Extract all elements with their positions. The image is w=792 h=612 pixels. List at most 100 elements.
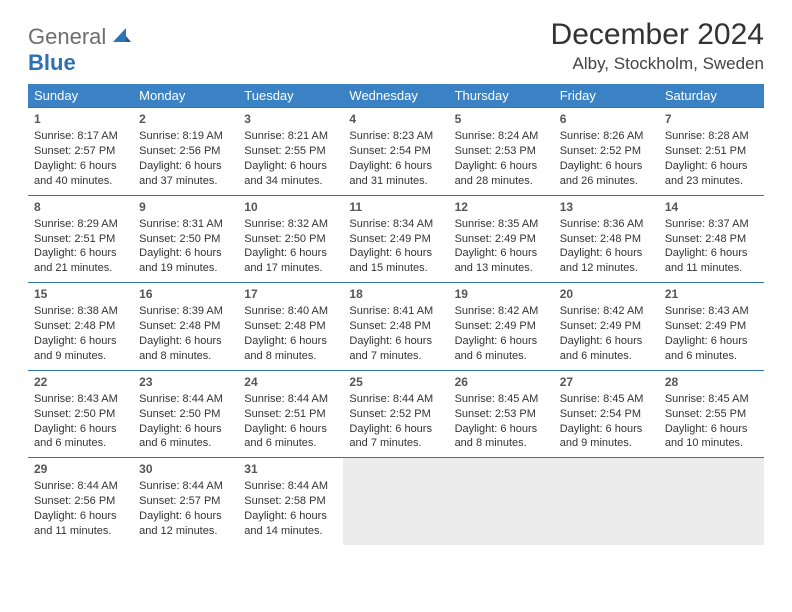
sunrise-text: Sunrise: 8:24 AM [455, 129, 548, 144]
sunrise-text: Sunrise: 8:44 AM [139, 392, 232, 407]
calendar-cell: 3Sunrise: 8:21 AMSunset: 2:55 PMDaylight… [238, 108, 343, 196]
sunrise-text: Sunrise: 8:45 AM [665, 392, 758, 407]
day-number: 6 [560, 111, 653, 127]
calendar-row: 1Sunrise: 8:17 AMSunset: 2:57 PMDaylight… [28, 108, 764, 196]
calendar-cell: 6Sunrise: 8:26 AMSunset: 2:52 PMDaylight… [554, 108, 659, 196]
daylight-text: and 6 minutes. [665, 349, 758, 364]
daylight-text: and 26 minutes. [560, 174, 653, 189]
calendar-cell-empty [554, 458, 659, 545]
sunrise-text: Sunrise: 8:44 AM [139, 479, 232, 494]
day-number: 14 [665, 199, 758, 215]
day-number: 28 [665, 374, 758, 390]
calendar-row: 22Sunrise: 8:43 AMSunset: 2:50 PMDayligh… [28, 370, 764, 458]
sunset-text: Sunset: 2:55 PM [665, 407, 758, 422]
daylight-text: and 6 minutes. [560, 349, 653, 364]
calendar-cell: 29Sunrise: 8:44 AMSunset: 2:56 PMDayligh… [28, 458, 133, 545]
sunset-text: Sunset: 2:51 PM [665, 144, 758, 159]
calendar-cell: 8Sunrise: 8:29 AMSunset: 2:51 PMDaylight… [28, 195, 133, 283]
daylight-text: and 12 minutes. [560, 261, 653, 276]
daylight-text: Daylight: 6 hours [349, 334, 442, 349]
daylight-text: Daylight: 6 hours [560, 246, 653, 261]
logo-word-2: Blue [28, 50, 76, 75]
calendar-row: 15Sunrise: 8:38 AMSunset: 2:48 PMDayligh… [28, 283, 764, 371]
daylight-text: and 6 minutes. [139, 436, 232, 451]
daylight-text: and 8 minutes. [455, 436, 548, 451]
sunrise-text: Sunrise: 8:44 AM [34, 479, 127, 494]
sunrise-text: Sunrise: 8:44 AM [244, 392, 337, 407]
daylight-text: and 34 minutes. [244, 174, 337, 189]
day-header: Wednesday [343, 84, 448, 108]
sunrise-text: Sunrise: 8:29 AM [34, 217, 127, 232]
daylight-text: and 6 minutes. [455, 349, 548, 364]
daylight-text: Daylight: 6 hours [455, 422, 548, 437]
day-number: 24 [244, 374, 337, 390]
day-number: 17 [244, 286, 337, 302]
sunrise-text: Sunrise: 8:42 AM [560, 304, 653, 319]
daylight-text: Daylight: 6 hours [34, 246, 127, 261]
sunset-text: Sunset: 2:57 PM [139, 494, 232, 509]
sunrise-text: Sunrise: 8:45 AM [455, 392, 548, 407]
calendar-cell: 15Sunrise: 8:38 AMSunset: 2:48 PMDayligh… [28, 283, 133, 371]
day-number: 23 [139, 374, 232, 390]
calendar-cell: 17Sunrise: 8:40 AMSunset: 2:48 PMDayligh… [238, 283, 343, 371]
sunrise-text: Sunrise: 8:43 AM [34, 392, 127, 407]
sunrise-text: Sunrise: 8:31 AM [139, 217, 232, 232]
sunset-text: Sunset: 2:48 PM [665, 232, 758, 247]
daylight-text: and 12 minutes. [139, 524, 232, 539]
daylight-text: and 11 minutes. [34, 524, 127, 539]
sunrise-text: Sunrise: 8:42 AM [455, 304, 548, 319]
sunset-text: Sunset: 2:56 PM [34, 494, 127, 509]
sunrise-text: Sunrise: 8:45 AM [560, 392, 653, 407]
sunset-text: Sunset: 2:48 PM [139, 319, 232, 334]
calendar-cell: 22Sunrise: 8:43 AMSunset: 2:50 PMDayligh… [28, 370, 133, 458]
calendar-cell: 28Sunrise: 8:45 AMSunset: 2:55 PMDayligh… [659, 370, 764, 458]
daylight-text: and 14 minutes. [244, 524, 337, 539]
sunset-text: Sunset: 2:49 PM [349, 232, 442, 247]
day-number: 2 [139, 111, 232, 127]
daylight-text: Daylight: 6 hours [560, 334, 653, 349]
sunrise-text: Sunrise: 8:43 AM [665, 304, 758, 319]
sunset-text: Sunset: 2:50 PM [139, 407, 232, 422]
sunset-text: Sunset: 2:48 PM [560, 232, 653, 247]
daylight-text: and 7 minutes. [349, 436, 442, 451]
calendar-cell: 30Sunrise: 8:44 AMSunset: 2:57 PMDayligh… [133, 458, 238, 545]
daylight-text: Daylight: 6 hours [244, 509, 337, 524]
day-number: 15 [34, 286, 127, 302]
day-number: 9 [139, 199, 232, 215]
daylight-text: Daylight: 6 hours [349, 246, 442, 261]
sunset-text: Sunset: 2:48 PM [349, 319, 442, 334]
calendar-cell: 23 Sunrise: 8:44 AMSunset: 2:50 PMDayligh… [133, 370, 238, 458]
calendar-cell-empty [449, 458, 554, 545]
calendar-cell: 14Sunrise: 8:37 AMSunset: 2:48 PMDayligh… [659, 195, 764, 283]
sunrise-text: Sunrise: 8:17 AM [34, 129, 127, 144]
daylight-text: Daylight: 6 hours [244, 246, 337, 261]
sunset-text: Sunset: 2:51 PM [34, 232, 127, 247]
calendar-cell-empty [343, 458, 448, 545]
sunrise-text: Sunrise: 8:39 AM [139, 304, 232, 319]
calendar-cell: 20Sunrise: 8:42 AMSunset: 2:49 PMDayligh… [554, 283, 659, 371]
day-number: 12 [455, 199, 548, 215]
daylight-text: and 13 minutes. [455, 261, 548, 276]
day-number: 10 [244, 199, 337, 215]
day-header: Sunday [28, 84, 133, 108]
day-number: 26 [455, 374, 548, 390]
daylight-text: Daylight: 6 hours [139, 422, 232, 437]
daylight-text: and 23 minutes. [665, 174, 758, 189]
sunrise-text: Sunrise: 8:44 AM [349, 392, 442, 407]
sunset-text: Sunset: 2:52 PM [349, 407, 442, 422]
daylight-text: and 28 minutes. [455, 174, 548, 189]
daylight-text: and 10 minutes. [665, 436, 758, 451]
daylight-text: and 19 minutes. [139, 261, 232, 276]
day-header: Saturday [659, 84, 764, 108]
daylight-text: Daylight: 6 hours [34, 422, 127, 437]
daylight-text: and 17 minutes. [244, 261, 337, 276]
day-number: 30 [139, 461, 232, 477]
daylight-text: Daylight: 6 hours [560, 159, 653, 174]
daylight-text: and 21 minutes. [34, 261, 127, 276]
sunset-text: Sunset: 2:52 PM [560, 144, 653, 159]
calendar-cell: 9Sunrise: 8:31 AMSunset: 2:50 PMDaylight… [133, 195, 238, 283]
daylight-text: Daylight: 6 hours [349, 159, 442, 174]
logo-word-1: General [28, 24, 106, 49]
sunrise-text: Sunrise: 8:34 AM [349, 217, 442, 232]
day-number: 31 [244, 461, 337, 477]
